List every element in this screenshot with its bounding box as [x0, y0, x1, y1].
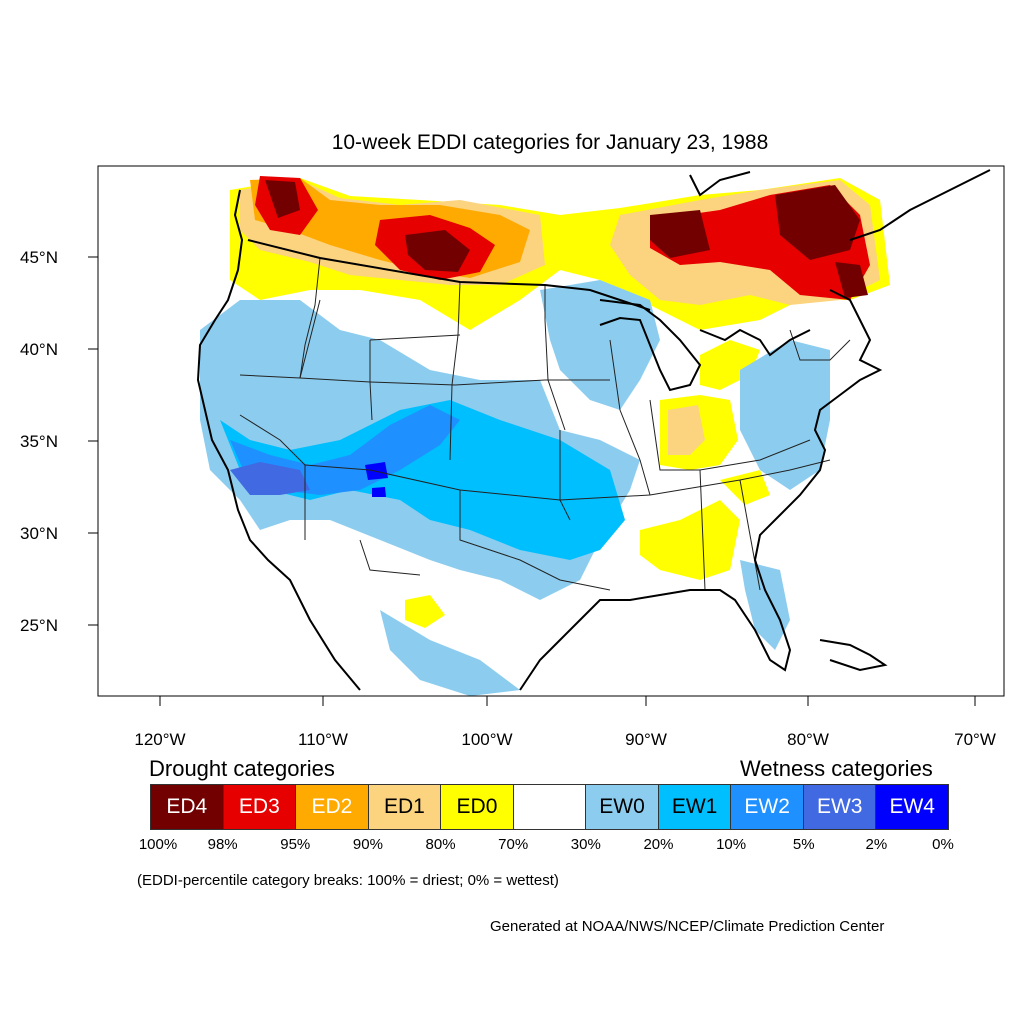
break-label: 20%	[643, 836, 674, 853]
break-label: 98%	[207, 836, 238, 853]
category-legend-bar: ED4 ED3 ED2 ED1 ED0 EW0 EW1 EW2 EW3 EW4	[150, 784, 949, 830]
legend-box-ed1: ED1	[368, 785, 442, 829]
map-body	[196, 169, 991, 696]
drought-patch-ed1-ohio	[668, 405, 705, 455]
wet-patch-ew1-central	[220, 400, 625, 560]
legend-box-ew1: EW1	[658, 785, 732, 829]
cuba	[819, 639, 888, 672]
legend-box-ew3: EW3	[803, 785, 877, 829]
legend-box-ew2: EW2	[731, 785, 804, 829]
break-label: 30%	[570, 836, 601, 853]
legend-box-ew4: EW4	[876, 785, 949, 829]
break-label: 95%	[280, 836, 311, 853]
map-frame	[97, 165, 1005, 697]
wet-patch-ew3-southwest	[230, 462, 310, 495]
canada-east	[849, 169, 991, 241]
lon-label-90: 90°W	[625, 730, 667, 749]
break-label: 70%	[498, 836, 529, 853]
drought-patch-ed3-north	[255, 176, 870, 300]
drought-patch-ed0-mexico	[405, 595, 445, 628]
lat-label-30: 30°N	[20, 524, 58, 543]
break-label: 0%	[932, 836, 954, 853]
break-label: 80%	[425, 836, 456, 853]
lat-labels: 45°N 40°N 35°N 30°N 25°N	[20, 248, 58, 635]
drought-patch-ed4-north	[265, 180, 868, 298]
legend-box-neutral	[513, 785, 587, 829]
break-label: 100%	[138, 836, 178, 853]
break-label: 2%	[865, 836, 888, 853]
drought-categories-heading: Drought categories	[149, 756, 335, 781]
legend-box-ew0: EW0	[586, 785, 659, 829]
lat-ticks	[88, 256, 98, 626]
credit-line: Generated at NOAA/NWS/NCEP/Climate Predi…	[490, 918, 885, 935]
east-coast	[519, 289, 883, 691]
legend-box-ed2: ED2	[296, 785, 369, 829]
lon-labels: 120°W 110°W 100°W 90°W 80°W 70°W	[134, 730, 995, 749]
lat-label-35: 35°N	[20, 432, 58, 451]
lon-label-80: 80°W	[787, 730, 829, 749]
west-coast	[196, 189, 361, 691]
great-lakes-east	[699, 328, 811, 357]
lon-label-100: 100°W	[461, 730, 512, 749]
lat-label-40: 40°N	[20, 340, 58, 359]
legend-box-ed3: ED3	[223, 785, 297, 829]
canada-border	[247, 239, 651, 311]
hudson	[689, 171, 751, 197]
break-label: 10%	[716, 836, 747, 853]
lon-ticks	[159, 696, 976, 706]
wet-patch-ew4-southwest	[365, 462, 388, 497]
legend-box-ed4: ED4	[151, 785, 224, 829]
category-patches	[200, 176, 890, 696]
lat-label-45: 45°N	[20, 248, 58, 267]
lon-label-110: 110°W	[298, 730, 348, 749]
wetness-categories-heading: Wetness categories	[740, 756, 933, 781]
break-label: 90%	[352, 836, 383, 853]
great-lakes	[599, 299, 702, 392]
category-breaks-note: (EDDI-percentile category breaks: 100% =…	[137, 872, 559, 889]
legend-box-ed0: ED0	[441, 785, 514, 829]
wet-patch-ew0-southeast	[740, 340, 830, 650]
category-breaks: 100% 98% 95% 90% 80% 70% 30% 20% 10% 5% 2% 0%	[0, 836, 1024, 856]
lon-label-120: 120°W	[134, 730, 185, 749]
map-title: 10-week EDDI categories for January 23, …	[331, 131, 769, 154]
lat-label-25: 25°N	[20, 616, 58, 635]
break-label: 5%	[792, 836, 815, 853]
wet-patch-ew0-midwest	[540, 280, 660, 410]
drought-patch-ed0-southeast	[640, 470, 770, 580]
coastlines	[196, 169, 991, 691]
lon-label-70: 70°W	[954, 730, 996, 749]
wet-patch-ew0-mexico	[380, 610, 520, 696]
